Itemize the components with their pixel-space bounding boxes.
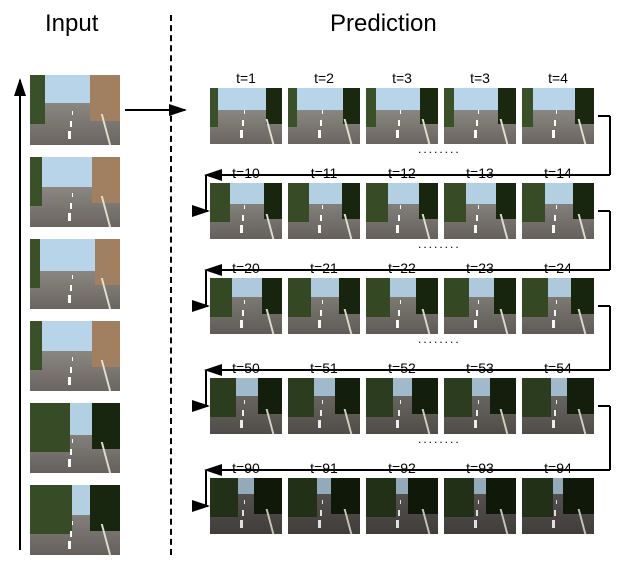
arrows-layer: [10, 10, 630, 564]
figure-container: Input Prediction t=1t=2t=3t=3t=4........…: [10, 10, 630, 564]
